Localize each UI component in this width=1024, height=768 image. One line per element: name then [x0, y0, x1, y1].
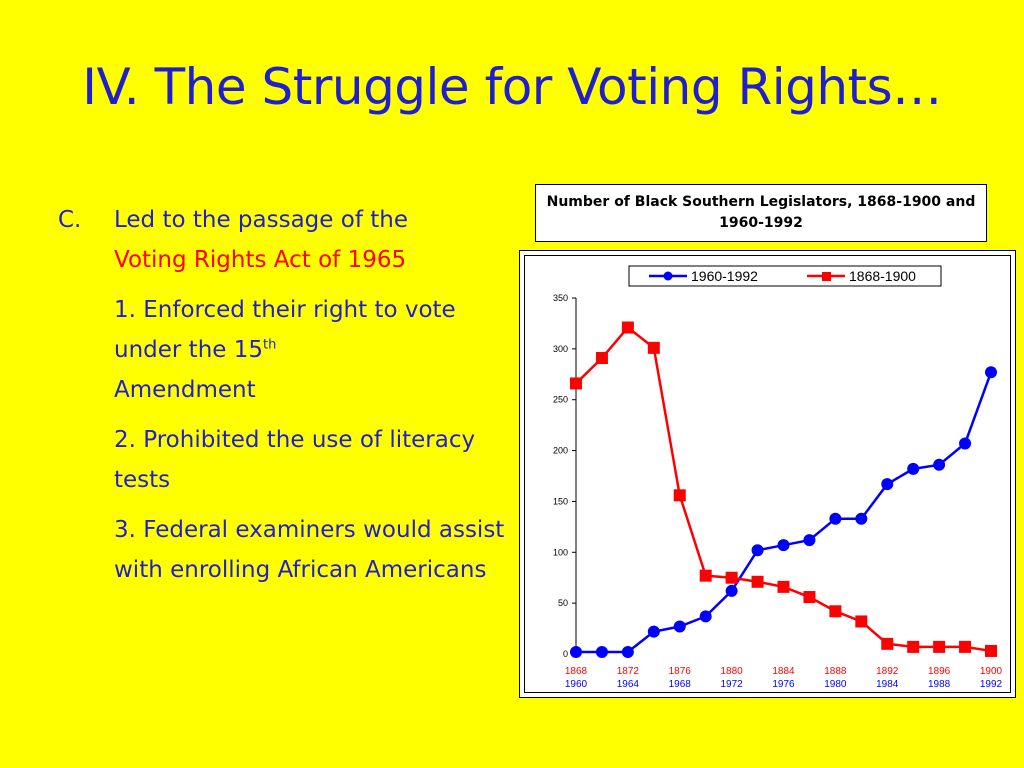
data-point	[985, 644, 997, 657]
legend-box	[628, 265, 942, 287]
data-point	[855, 512, 868, 525]
subpoint-3: 3. Federal examiners would assist with e…	[114, 517, 505, 583]
data-point	[881, 478, 894, 491]
legend-marker	[822, 272, 831, 281]
series-line-1868-1900	[575, 325, 992, 653]
data-point	[959, 640, 972, 653]
bullet-label: C.	[58, 207, 82, 233]
x-tick-label-1868-1900: 1900	[980, 666, 1003, 677]
data-point	[959, 437, 972, 450]
data-point	[829, 512, 842, 525]
data-point	[725, 571, 738, 584]
data-point	[933, 640, 946, 653]
x-tick-label-1868-1900: 1880	[721, 666, 744, 677]
data-point	[803, 591, 816, 604]
data-point	[699, 569, 712, 582]
y-tick-label: 350	[553, 293, 568, 303]
slide-title: IV. The Struggle for Voting Rights…	[82, 58, 942, 116]
data-point	[647, 341, 660, 354]
data-point	[803, 534, 816, 547]
bullet-text: Led to the passage of the	[114, 207, 408, 233]
data-point	[621, 645, 634, 658]
x-tick-label-1960-1992: 1972	[721, 679, 744, 690]
x-tick-label-1960-1992: 1964	[617, 679, 640, 690]
x-tick-label-1868-1900: 1888	[824, 666, 847, 677]
data-point	[725, 584, 738, 597]
voting-rights-act-text: Voting Rights Act of 1965	[114, 247, 407, 273]
y-tick-label: 250	[553, 395, 568, 405]
bullet-point-c: C. Led to the passage of the Voting Righ…	[58, 200, 508, 280]
x-tick-label-1868-1900: 1884	[772, 666, 795, 677]
x-tick-label-1960-1992: 1968	[669, 679, 692, 690]
x-tick-label-1868-1900: 1876	[669, 666, 692, 677]
data-point	[855, 615, 868, 628]
data-point	[673, 489, 686, 502]
subpoint-2: 2. Prohibited the use of literacy tests	[114, 427, 476, 493]
line-chart: 0 50 100 150 200 250 300 350 1868 1960 1872 1964 187…	[553, 265, 1003, 690]
subpoint-1: 1. Enforced their right to vote under th…	[114, 290, 508, 410]
data-point	[751, 544, 764, 557]
chart-title: Number of Black Southern Legislators, 18…	[535, 184, 987, 242]
data-point	[933, 458, 946, 471]
chart-plot-area: 0 50 100 150 200 250 300 350 1868 1960 1872 1964 187…	[524, 255, 1011, 693]
y-tick-label: 0	[563, 649, 568, 659]
subpoint-1-text: 1. Enforced their right to vote under th…	[114, 297, 456, 363]
x-tick-label-1868-1900: 1872	[617, 666, 640, 677]
series-line-1960-1992	[576, 371, 993, 654]
data-point	[595, 645, 608, 658]
data-point	[699, 610, 712, 623]
bullet-list: C. Led to the passage of the Voting Righ…	[58, 200, 508, 590]
x-tick-label-1960-1992: 1960	[565, 679, 588, 690]
y-tick-label: 300	[553, 344, 568, 354]
x-tick-label-1960-1992: 1984	[876, 679, 899, 690]
subpoint-1-text-end: Amendment	[114, 377, 256, 403]
legend-marker	[663, 271, 673, 281]
x-tick-label-1868-1900: 1896	[928, 666, 951, 677]
data-point	[621, 321, 634, 334]
x-tick-label-1960-1992: 1988	[928, 679, 951, 690]
data-point	[751, 575, 764, 588]
data-point	[829, 605, 842, 618]
data-point	[777, 580, 790, 593]
y-tick-label: 100	[553, 547, 568, 557]
chart-frame: 0 50 100 150 200 250 300 350 1868 1960 1872 1964 187…	[519, 250, 1016, 698]
x-tick-label-1960-1992: 1976	[772, 679, 795, 690]
data-point	[595, 352, 608, 365]
ordinal-suffix: th	[263, 337, 277, 353]
y-tick-label: 150	[553, 496, 568, 506]
data-point	[907, 640, 920, 653]
x-tick-label-1868-1900: 1892	[876, 666, 899, 677]
data-point	[881, 637, 894, 650]
data-point	[570, 377, 582, 390]
legend-label: 1868-1900	[849, 268, 916, 284]
data-point	[907, 462, 920, 475]
chart-title-text: Number of Black Southern Legislators, 18…	[546, 194, 976, 231]
x-tick-label-1960-1992: 1992	[980, 679, 1003, 690]
legend-label: 1960-1992	[691, 268, 758, 284]
data-point	[777, 539, 790, 552]
y-tick-label: 200	[553, 446, 568, 456]
data-point	[985, 366, 997, 379]
data-point	[673, 620, 686, 633]
data-point	[570, 645, 582, 658]
x-tick-label-1868-1900: 1868	[565, 666, 588, 677]
data-point	[647, 625, 660, 638]
y-tick-label: 50	[558, 598, 568, 608]
x-tick-label-1960-1992: 1980	[824, 679, 847, 690]
